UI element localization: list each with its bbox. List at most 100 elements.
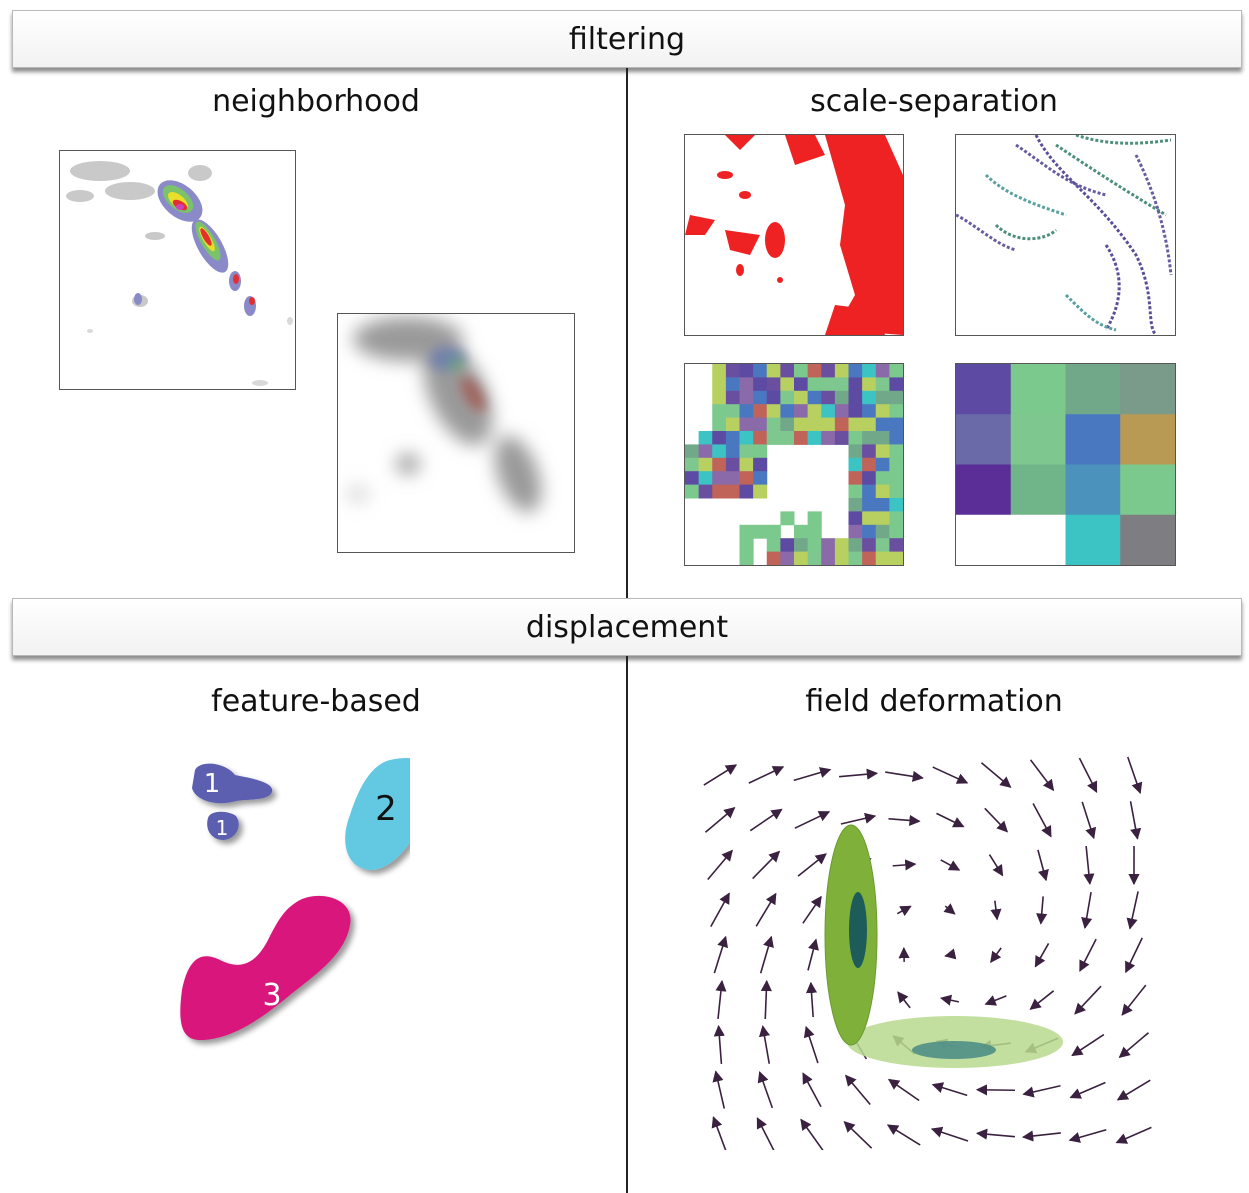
medium-cell [780, 377, 795, 392]
medium-cell [875, 444, 890, 459]
medium-cell [807, 431, 822, 445]
scale-medium-grid [685, 364, 903, 565]
medium-cell [862, 457, 877, 472]
medium-cell [848, 457, 863, 472]
medium-cell [766, 404, 781, 419]
vector-arrow [1074, 985, 1102, 1015]
vector-arrow [897, 991, 911, 1009]
medium-cell [794, 431, 809, 445]
vector-arrow [892, 859, 917, 871]
medium-cell [875, 431, 890, 445]
medium-cell [807, 524, 822, 539]
medium-cell [889, 390, 903, 405]
medium-cell [725, 364, 740, 378]
medium-cell [766, 377, 781, 392]
medium-cell [807, 511, 822, 526]
vector-arrow [755, 892, 777, 927]
vector-arrow [887, 1078, 920, 1102]
medium-cell [862, 364, 877, 378]
medium-cell [889, 551, 903, 565]
horizontal-ellipse-core [912, 1041, 996, 1059]
coarse-cell [956, 414, 1012, 465]
vector-arrow [1121, 984, 1147, 1016]
vector-arrow [1081, 801, 1097, 840]
vector-arrow [843, 1121, 873, 1149]
coarse-cell [1065, 364, 1121, 415]
medium-cell [725, 377, 740, 392]
medium-cell [780, 417, 795, 432]
filtering-title: filtering [568, 21, 686, 57]
coarse-cell [1010, 364, 1066, 415]
medium-cell [712, 404, 727, 419]
vector-arrow [1115, 1126, 1152, 1144]
vector-arrow [839, 768, 879, 780]
vertical-ellipse-core [849, 892, 867, 968]
medium-cell [875, 471, 890, 486]
medium-cell [725, 431, 740, 445]
medium-cell [725, 457, 740, 472]
medium-cell [875, 538, 890, 553]
medium-cell [794, 390, 809, 405]
medium-cell [889, 364, 903, 378]
vector-arrow [940, 994, 960, 1006]
vector-arrow [896, 905, 912, 917]
feature-3-label: 3 [262, 978, 281, 1013]
medium-cell [862, 404, 877, 419]
coarse-cell [1120, 414, 1175, 465]
medium-cell [889, 404, 903, 419]
medium-cell [725, 471, 740, 486]
vector-arrow [1126, 891, 1139, 930]
vector-arrow [1032, 803, 1052, 838]
vector-arrow [752, 850, 781, 880]
medium-cell [712, 431, 727, 445]
coarse-cell [1120, 514, 1175, 565]
vector-arrow [710, 892, 730, 928]
medium-cell [848, 417, 863, 432]
medium-cell [821, 364, 836, 378]
medium-cell [862, 377, 877, 392]
medium-cell [712, 417, 727, 432]
medium-cell [821, 417, 836, 432]
medium-cell [753, 484, 768, 499]
vector-arrow [930, 1126, 969, 1142]
vector-arrow [980, 762, 1012, 788]
medium-cell [807, 538, 822, 553]
medium-cell [862, 511, 877, 526]
scale-medium-panel [684, 363, 904, 566]
scale-fine-panel [955, 134, 1176, 336]
scale-large-field [685, 135, 903, 335]
medium-cell [794, 524, 809, 539]
vector-arrow [990, 900, 1002, 921]
medium-cell [698, 484, 713, 499]
medium-cell [889, 457, 903, 472]
medium-cell [848, 551, 863, 565]
medium-cell [834, 538, 849, 553]
vector-arrow [1129, 801, 1142, 840]
medium-cell [862, 524, 877, 539]
medium-cell [821, 377, 836, 392]
medium-cell [794, 551, 809, 565]
medium-cell [875, 457, 890, 472]
medium-cell [821, 404, 836, 419]
medium-cell [712, 471, 727, 486]
vector-arrow [840, 812, 877, 825]
vector-arrow [794, 811, 831, 829]
medium-cell [848, 390, 863, 405]
vector-arrow [1034, 943, 1050, 968]
vector-arrow [1118, 1032, 1150, 1059]
top-divider [626, 68, 628, 598]
neighborhood-raw-panel [59, 150, 296, 390]
medium-cell [794, 417, 809, 432]
coarse-cell [956, 464, 1012, 516]
medium-cell [698, 457, 713, 472]
medium-cell [848, 471, 863, 486]
vector-arrow [931, 1082, 968, 1097]
vector-arrow [1036, 896, 1048, 925]
medium-cell [739, 364, 754, 378]
medium-cell [848, 511, 863, 526]
vector-arrow [984, 995, 1007, 1006]
feature-2-shape [345, 758, 410, 870]
medium-cell [712, 364, 727, 378]
medium-cell [889, 444, 903, 459]
medium-cell [739, 417, 754, 432]
